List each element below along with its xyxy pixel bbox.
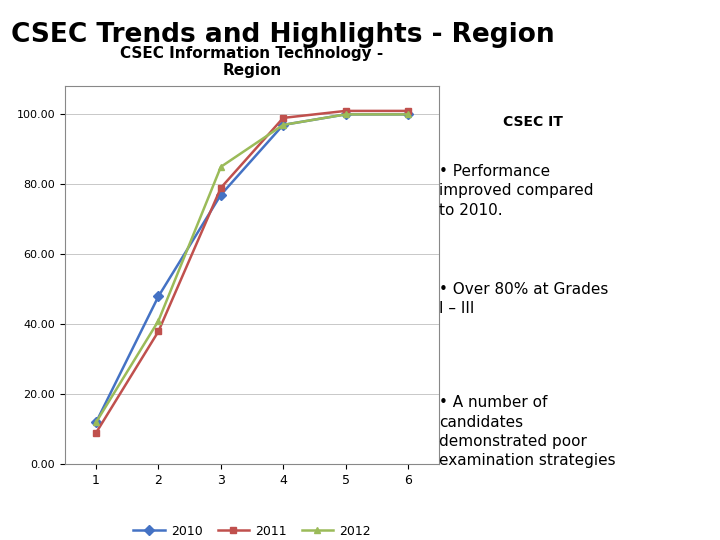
- 2012: [279, 122, 287, 128]
- Line: 2012: 2012: [93, 111, 411, 426]
- 2012: [91, 419, 100, 426]
- 2011: [279, 114, 287, 121]
- 2010: [154, 293, 163, 300]
- 2010: [404, 111, 413, 118]
- Text: CSEC IT: CSEC IT: [503, 114, 563, 129]
- 2010: [217, 192, 225, 198]
- Title: CSEC Information Technology -
Region: CSEC Information Technology - Region: [120, 46, 384, 78]
- Text: • Performance
improved compared
to 2010.: • Performance improved compared to 2010.: [439, 164, 594, 218]
- 2010: [279, 122, 287, 128]
- 2011: [91, 430, 100, 436]
- 2010: [341, 111, 350, 118]
- 2012: [154, 318, 163, 324]
- Text: • A number of
candidates
demonstrated poor
examination strategies: • A number of candidates demonstrated po…: [439, 395, 616, 468]
- Legend: 2010, 2011, 2012: 2010, 2011, 2012: [128, 520, 376, 540]
- 2012: [217, 164, 225, 170]
- 2012: [341, 111, 350, 118]
- 2011: [341, 107, 350, 114]
- 2011: [404, 107, 413, 114]
- Text: CSEC Trends and Highlights - Region: CSEC Trends and Highlights - Region: [11, 22, 554, 48]
- Line: 2010: 2010: [93, 111, 411, 426]
- 2010: [91, 419, 100, 426]
- 2012: [404, 111, 413, 118]
- Line: 2011: 2011: [93, 107, 411, 436]
- 2011: [217, 185, 225, 191]
- Text: • Over 80% at Grades
I – III: • Over 80% at Grades I – III: [439, 282, 608, 316]
- 2011: [154, 328, 163, 335]
